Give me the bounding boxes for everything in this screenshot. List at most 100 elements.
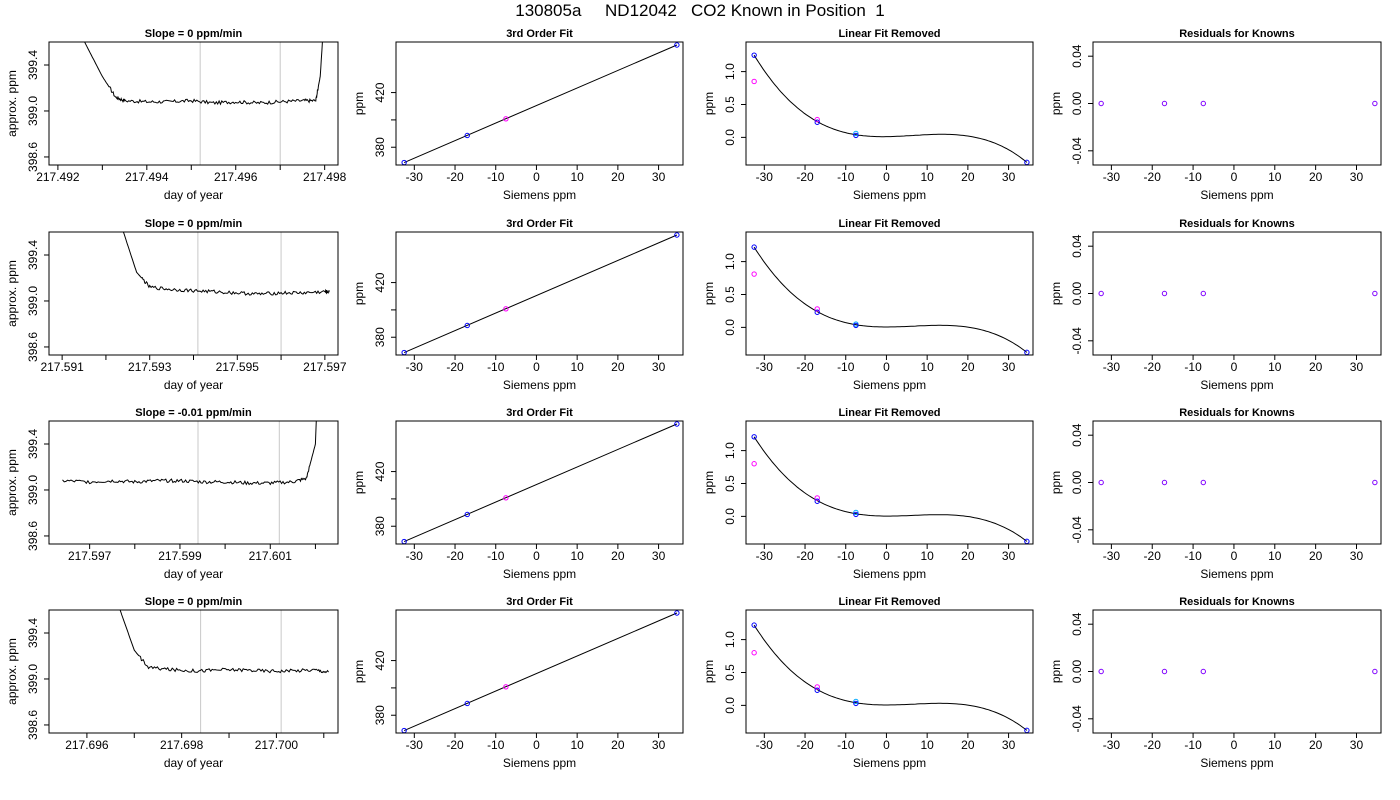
x-tick-label: -20 [446, 549, 464, 563]
data-point [853, 698, 859, 705]
x-tick-label: 20 [611, 738, 625, 752]
x-tick-label: 20 [611, 360, 625, 374]
plot-frame [48, 41, 339, 166]
y-tick-label: 399.4 [26, 429, 40, 459]
plot-frame [395, 420, 684, 545]
plot-panel-r1c1: Slope = 0 ppm/min day of year approx. ppm 2… [5, 28, 347, 202]
y-axis-label: approx. ppm [5, 260, 19, 327]
x-axis-label: Siemens ppm [503, 756, 576, 770]
y-tick-label: 398.6 [26, 521, 40, 551]
data-point [1372, 479, 1378, 486]
y-tick-label: 380 [373, 516, 387, 536]
y-tick-label: 0.04 [1070, 612, 1084, 636]
y-axis-label: ppm [352, 660, 366, 683]
plot-panel-r4c2: 3rd Order Fit Siemens ppm ppm -30 -20 -10 0 10 2… [352, 596, 684, 770]
y-tick-label: 399.4 [26, 50, 40, 80]
x-tick-label: -20 [1144, 170, 1162, 184]
x-tick-label: 0 [1231, 360, 1238, 374]
x-tick-label: 217.597 [68, 549, 112, 563]
plot-frame [745, 420, 1034, 545]
x-tick-label: 10 [570, 549, 584, 563]
fit-curve [753, 436, 1028, 542]
data-point [503, 684, 509, 690]
data-point [674, 232, 680, 238]
data-point [1200, 290, 1206, 297]
y-tick-label: 0.00 [1070, 91, 1084, 115]
x-tick-label: 10 [570, 360, 584, 374]
data-point [674, 42, 680, 48]
x-tick-label: 30 [1002, 549, 1016, 563]
x-tick-label: -30 [756, 549, 774, 563]
x-tick-label: 0 [1231, 549, 1238, 563]
x-tick-label: 217.595 [216, 360, 260, 374]
data-point [751, 622, 757, 628]
y-tick-label: 0.0 [723, 129, 737, 146]
x-tick-label: 217.597 [303, 360, 347, 374]
x-tick-label: 20 [961, 360, 975, 374]
plot-frame [1092, 609, 1382, 734]
plot-frame [1092, 41, 1382, 166]
plot-panel-r2c3: Linear Fit Removed Siemens ppm ppm -30 -20 -1… [702, 218, 1034, 392]
x-tick-label: 10 [1268, 170, 1282, 184]
x-tick-label: 0 [533, 738, 540, 752]
data-point [464, 511, 470, 518]
plot-title: Residuals for Knowns [1179, 596, 1295, 608]
x-tick-label: -30 [1103, 549, 1121, 563]
x-axis-label: day of year [164, 188, 223, 202]
y-tick-label: 0.04 [1070, 234, 1084, 258]
x-axis-label: Siemens ppm [503, 378, 576, 392]
x-tick-label: -30 [406, 360, 424, 374]
x-tick-label: -10 [487, 170, 505, 184]
plot-panel-r1c3: Linear Fit Removed Siemens ppm ppm -30 -20 -1… [702, 28, 1034, 202]
x-tick-label: -30 [756, 360, 774, 374]
fit-curve [753, 54, 1028, 163]
y-tick-label: 0.5 [723, 664, 737, 681]
x-tick-label: 20 [961, 549, 975, 563]
plot-content [751, 434, 1030, 544]
x-axis-label: Siemens ppm [503, 188, 576, 202]
data-point [503, 306, 509, 312]
x-tick-label: 10 [570, 170, 584, 184]
plot-title: Residuals for Knowns [1179, 407, 1295, 419]
plot-panel-r3c4: Residuals for Knowns Siemens ppm ppm -30 -20… [1049, 407, 1382, 581]
y-tick-label: 1.0 [723, 253, 737, 270]
y-tick-label: 380 [373, 137, 387, 157]
plot-frame [745, 231, 1034, 356]
x-tick-label: -10 [487, 549, 505, 563]
data-trace [84, 42, 323, 106]
x-tick-label: -30 [756, 738, 774, 752]
data-trace [122, 232, 330, 296]
data-point [674, 610, 680, 616]
y-tick-label: 399.0 [26, 286, 40, 316]
y-tick-label: -0.04 [1070, 705, 1084, 733]
x-axis-label: day of year [164, 378, 223, 392]
x-tick-label: 10 [920, 738, 934, 752]
plot-frame [48, 609, 339, 734]
y-tick-label: 0.00 [1070, 659, 1084, 683]
plot-panel-r1c2: 3rd Order Fit Siemens ppm ppm -30 -20 -10 0 10 2… [352, 28, 684, 202]
x-tick-label: 0 [533, 170, 540, 184]
data-point [1161, 100, 1168, 107]
plot-title: Slope = 0 ppm/min [145, 218, 243, 230]
x-tick-label: 20 [1309, 360, 1323, 374]
plot-content [751, 52, 1030, 165]
x-tick-label: 20 [1309, 738, 1323, 752]
x-tick-label: 20 [1309, 549, 1323, 563]
plot-frame [48, 231, 339, 356]
x-tick-label: 30 [652, 549, 666, 563]
plot-title: 3rd Order Fit [506, 596, 573, 608]
x-tick-label: 217.492 [36, 170, 80, 184]
x-tick-label: 30 [652, 360, 666, 374]
x-tick-label: -20 [446, 360, 464, 374]
x-tick-label: 217.601 [249, 549, 293, 563]
x-tick-label: 10 [1268, 360, 1282, 374]
y-tick-label: 380 [373, 705, 387, 725]
x-tick-label: 10 [920, 360, 934, 374]
x-tick-label: 10 [1268, 549, 1282, 563]
data-point [853, 511, 859, 518]
x-tick-label: 217.698 [160, 738, 204, 752]
x-tick-label: -20 [1144, 360, 1162, 374]
data-point [751, 650, 757, 656]
x-tick-label: -20 [1144, 549, 1162, 563]
